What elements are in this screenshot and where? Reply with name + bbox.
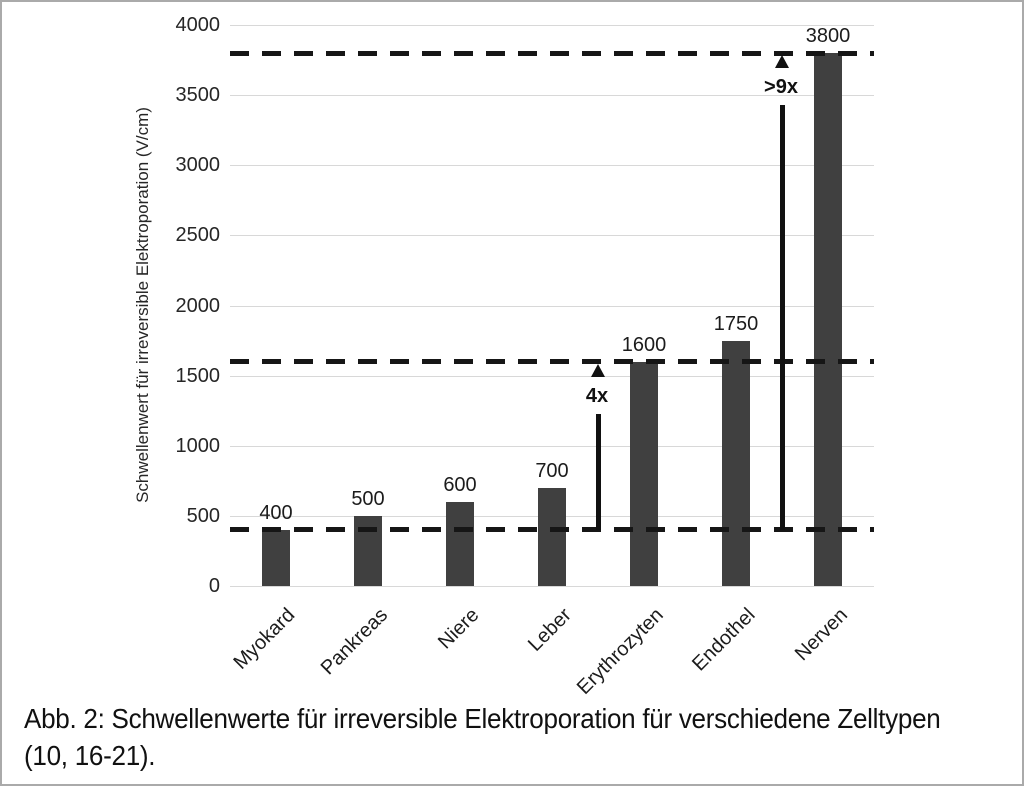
- y-axis-tick-label: 1000: [175, 434, 221, 457]
- bar-value-label: 400: [259, 501, 293, 524]
- x-axis-tick-label-erythrozyten: Erythrozyten: [572, 604, 668, 699]
- x-axis-tick-label-niere: Niere: [434, 604, 484, 654]
- bar-erythrozyten: [630, 361, 658, 586]
- gridline: [230, 25, 874, 26]
- gridline: [230, 95, 874, 97]
- bar-value-label: 1600: [621, 333, 667, 356]
- bar-nerven: [814, 53, 842, 586]
- dashed-reference-line-400: [230, 527, 874, 533]
- gridline: [230, 235, 874, 237]
- x-axis-tick-label-leber: Leber: [523, 604, 576, 656]
- figure-caption: Abb. 2: Schwellenwerte für irreversible …: [24, 700, 1010, 774]
- figure-caption-line-1: Abb. 2: Schwellenwerte für irreversible …: [24, 703, 941, 734]
- y-axis-tick-label: 1500: [175, 364, 221, 387]
- dashed-reference-line-1600: [230, 359, 874, 365]
- annotation-line: [779, 105, 785, 530]
- gridline: [230, 375, 874, 377]
- annotation-arrowhead: [775, 55, 789, 69]
- annotation-line: [595, 413, 601, 530]
- gridline: [230, 165, 874, 167]
- gridline: [230, 586, 874, 587]
- annotation-arrowhead: [591, 363, 605, 377]
- y-axis-tick-label: 0: [208, 575, 220, 597]
- bar-leber: [538, 487, 566, 586]
- figure-caption-line-2: (10, 16-21).: [24, 740, 156, 771]
- bar-myokard: [262, 529, 290, 586]
- y-axis-tick-label: 3500: [175, 84, 221, 107]
- y-axis-tick-label: 3000: [175, 154, 221, 177]
- x-axis-tick-label-nerven: Nerven: [790, 604, 852, 666]
- y-axis-tick-label: 2000: [175, 294, 221, 317]
- x-axis-tick-label-endothel: Endothel: [688, 604, 760, 676]
- dashed-reference-line-3800: [230, 50, 874, 56]
- y-axis-tick-label: 500: [186, 504, 220, 527]
- gridline: [230, 305, 874, 307]
- bar-value-label: 500: [351, 487, 385, 510]
- annotation-label: >9x: [764, 76, 798, 99]
- bar-value-label: 600: [443, 473, 477, 496]
- x-axis-tick-label-myokard: Myokard: [229, 604, 300, 674]
- bar-value-label: 3800: [805, 25, 851, 48]
- gridline: [230, 445, 874, 447]
- bar-endothel: [722, 340, 750, 586]
- x-axis-tick-label-pankreas: Pankreas: [316, 604, 392, 680]
- y-axis-tick-label: 4000: [175, 14, 221, 36]
- bar-value-label: 700: [535, 459, 569, 482]
- bar-pankreas: [354, 515, 382, 586]
- bar-value-label: 1750: [713, 312, 759, 335]
- bar-niere: [446, 501, 474, 586]
- y-axis-tick-label: 2500: [175, 224, 221, 247]
- annotation-label: 4x: [585, 384, 609, 407]
